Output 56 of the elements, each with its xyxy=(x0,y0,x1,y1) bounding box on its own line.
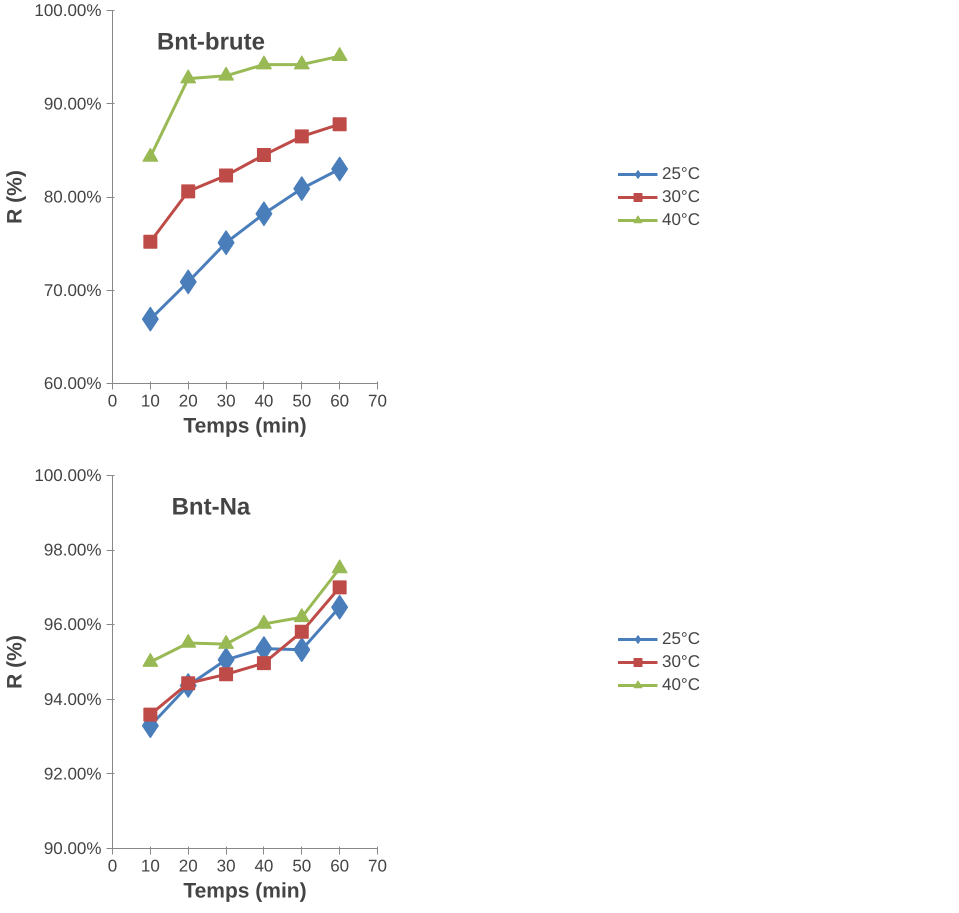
legend-label: 40°C xyxy=(662,210,700,230)
y-tick-label: 96.00% xyxy=(44,615,102,634)
legend-label: 30°C xyxy=(662,186,700,206)
y-tick-label: 60.00% xyxy=(44,374,102,393)
point xyxy=(218,66,234,81)
legend-label: 40°C xyxy=(662,674,700,694)
point xyxy=(294,129,309,144)
y-tick-label: 98.00% xyxy=(44,540,102,560)
y-tick-label: 100.00% xyxy=(34,1,102,20)
x-tick-label: 30 xyxy=(216,856,236,876)
y-tick-label: 80.00% xyxy=(44,188,102,206)
point xyxy=(256,148,271,162)
x-tick-label: 60 xyxy=(330,856,350,876)
text: Bnt-brute xyxy=(156,28,265,56)
point xyxy=(143,234,158,249)
point xyxy=(180,69,196,84)
y-tick-label: 90.00% xyxy=(44,839,102,858)
x-tick-label: 20 xyxy=(178,392,198,410)
x-axis-title: Temps (min) xyxy=(183,880,307,902)
point xyxy=(332,117,347,132)
y-axis-title: R (%) xyxy=(3,170,26,224)
x-tick-label: 30 xyxy=(216,392,236,410)
legend-label: 25°C xyxy=(662,628,700,648)
text: Bnt-Na xyxy=(172,494,251,520)
x-tick-label: 60 xyxy=(330,392,350,410)
y-tick-label: 90.00% xyxy=(44,94,102,114)
y-tick-label: 70.00% xyxy=(44,280,102,300)
point xyxy=(256,656,271,670)
x-tick-label: 50 xyxy=(292,856,312,876)
point xyxy=(219,667,234,682)
point xyxy=(332,47,348,62)
x-tick-label: 40 xyxy=(254,856,274,876)
x-tick-label: 0 xyxy=(108,856,118,876)
x-tick-label: 50 xyxy=(292,392,312,410)
x-axis-title: Temps (min) xyxy=(183,414,307,438)
x-tick-label: 40 xyxy=(254,392,274,410)
point xyxy=(294,55,310,70)
point xyxy=(142,148,158,162)
x-tick-label: 10 xyxy=(140,392,160,410)
y-axis-title: R (%) xyxy=(3,635,26,689)
x-tick-label: 20 xyxy=(178,856,198,876)
point xyxy=(294,624,309,639)
point xyxy=(143,708,158,722)
point xyxy=(181,184,196,198)
x-tick-label: 0 xyxy=(108,392,118,410)
y-tick-label: 92.00% xyxy=(44,764,102,784)
legend-label: 30°C xyxy=(662,652,700,672)
y-tick-label: 94.00% xyxy=(44,690,102,709)
x-tick-label: 70 xyxy=(368,392,387,410)
legend-label: 25°C xyxy=(662,164,700,184)
point xyxy=(219,168,234,183)
y-tick-label: 100.00% xyxy=(34,466,102,485)
point xyxy=(332,580,347,594)
point xyxy=(256,55,272,70)
x-tick-label: 10 xyxy=(140,856,160,876)
x-tick-label: 70 xyxy=(368,856,387,876)
